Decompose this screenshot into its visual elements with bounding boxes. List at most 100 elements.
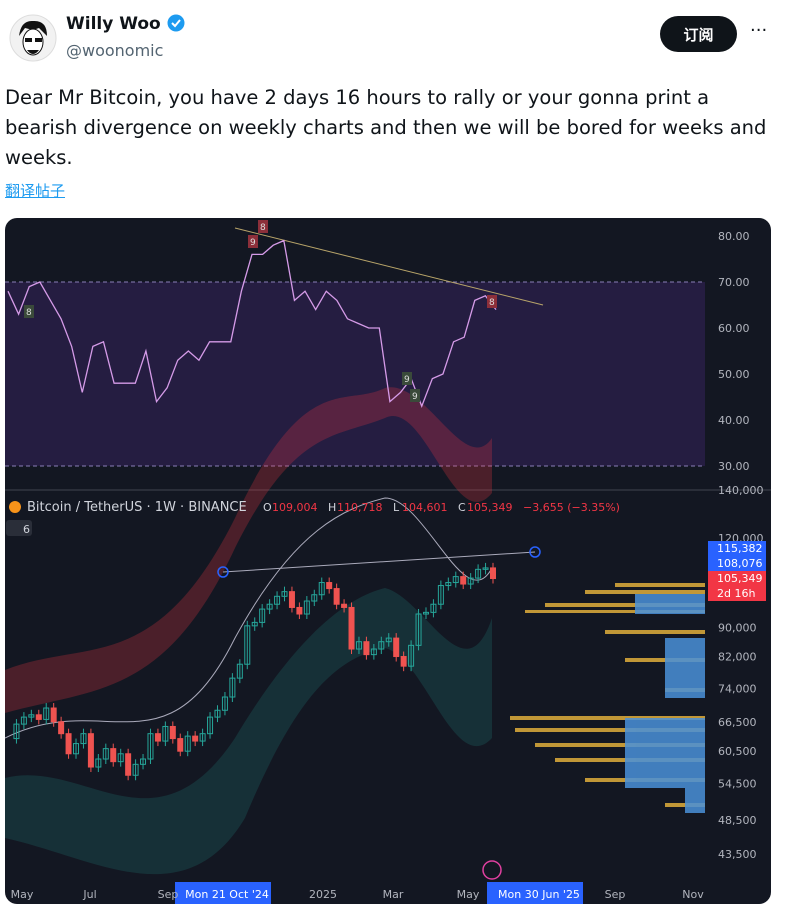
- price-tag-label: 105,349: [717, 572, 763, 585]
- price-tick-label: 90,000: [718, 622, 757, 635]
- chart-image[interactable]: 80.0070.0060.0050.0040.0030.00898998140,…: [5, 218, 771, 904]
- candle: [430, 603, 437, 613]
- candle: [162, 725, 169, 742]
- rsi-line: [7, 239, 497, 409]
- ohlc-value: 110,718: [337, 501, 383, 514]
- td-label-bg: [487, 295, 497, 308]
- ohlc-key: C: [458, 501, 466, 514]
- candle: [140, 758, 147, 765]
- candle: [460, 576, 467, 585]
- td-label-bg: [258, 220, 268, 233]
- price-tick-label: 66,500: [718, 716, 757, 729]
- avatar[interactable]: [9, 14, 57, 62]
- ohlc-value: 109,004: [272, 501, 318, 514]
- candle: [378, 641, 385, 650]
- x-tick-label: Nov: [682, 888, 704, 901]
- candle: [452, 576, 459, 584]
- candle: [110, 748, 117, 763]
- candle: [288, 591, 295, 608]
- candle: [132, 763, 139, 776]
- rsi-tick-label: 30.00: [718, 460, 750, 473]
- td-label: 8: [489, 298, 495, 308]
- ohlc-key: H: [328, 501, 336, 514]
- candle: [221, 696, 228, 711]
- change: −3,655 (−3.35%): [523, 501, 620, 514]
- candle: [311, 594, 318, 602]
- candle: [87, 733, 94, 768]
- candle: [73, 743, 80, 755]
- candle: [437, 585, 444, 605]
- symbol: Bitcoin / TetherUS · 1W · BINANCE: [27, 500, 247, 515]
- candle: [393, 637, 400, 658]
- candle: [475, 568, 482, 579]
- candle: [318, 582, 325, 596]
- td-label: 9: [404, 375, 410, 385]
- candle: [43, 707, 50, 720]
- candle: [274, 595, 281, 605]
- rsi-tick-label: 70.00: [718, 276, 750, 289]
- candle: [326, 582, 333, 590]
- candle: [65, 733, 72, 755]
- candle: [95, 758, 102, 768]
- candle: [147, 733, 154, 760]
- candle: [445, 582, 452, 587]
- td-label-bg: [410, 389, 420, 402]
- candle: [169, 725, 176, 740]
- candle: [355, 641, 362, 650]
- candle: [244, 625, 251, 665]
- candle: [281, 591, 288, 597]
- candle: [50, 707, 57, 723]
- candle: [259, 608, 266, 623]
- candle: [207, 716, 214, 735]
- rsi-tick-label: 40.00: [718, 414, 750, 427]
- price-tag: [708, 586, 766, 601]
- price-tick-label: 82,000: [718, 651, 757, 664]
- price-tag: [708, 556, 766, 571]
- x-tick-label: Mon 30 Jun '25: [498, 888, 580, 901]
- td-label: 9: [250, 238, 256, 248]
- price-tick-label: 48,500: [718, 814, 757, 827]
- candle: [214, 709, 221, 718]
- candle: [385, 637, 392, 643]
- candle: [192, 735, 199, 742]
- price-tick-label: 60,500: [718, 745, 757, 758]
- td-label: 8: [260, 223, 266, 233]
- rsi-tick-label: 80.00: [718, 230, 750, 243]
- price-tag-label: 108,076: [717, 557, 763, 570]
- x-tick-label: Sep: [158, 888, 179, 901]
- td-label: 8: [26, 308, 32, 318]
- ohlc-key: L: [393, 501, 400, 514]
- x-tick-label: May: [457, 888, 480, 901]
- rsi-tick-label: 50.00: [718, 368, 750, 381]
- candle: [490, 567, 496, 580]
- candle: [482, 567, 489, 570]
- candle: [125, 753, 132, 776]
- price-tag-label: 115,382: [717, 542, 763, 555]
- author-name-text[interactable]: Willy Woo: [66, 14, 161, 34]
- price-tick-label: 43,500: [718, 848, 757, 861]
- candle: [58, 721, 65, 735]
- candle: [199, 733, 206, 742]
- td-label-bg: [248, 235, 258, 248]
- x-tick-label: Jul: [82, 888, 96, 901]
- td-label-bg: [402, 372, 412, 385]
- x-tick-label: Mon 21 Oct '24: [185, 888, 269, 901]
- more-button[interactable]: ···: [750, 20, 768, 41]
- candle: [341, 603, 348, 608]
- rsi-tick-label: 60.00: [718, 322, 750, 335]
- candle: [408, 644, 415, 667]
- candle: [154, 733, 161, 742]
- candle: [35, 714, 42, 720]
- candle: [400, 656, 407, 667]
- price-tag: [708, 541, 766, 556]
- candle: [177, 738, 184, 752]
- candle: [415, 613, 422, 646]
- candle: [422, 611, 429, 615]
- ohlc-value: 104,601: [402, 501, 448, 514]
- candle: [184, 735, 191, 752]
- author-handle[interactable]: @woonomic: [66, 41, 164, 60]
- translate-link[interactable]: 翻译帖子: [5, 182, 66, 200]
- subscribe-button[interactable]: 订阅: [660, 16, 737, 52]
- author-name[interactable]: Willy Woo: [66, 14, 185, 34]
